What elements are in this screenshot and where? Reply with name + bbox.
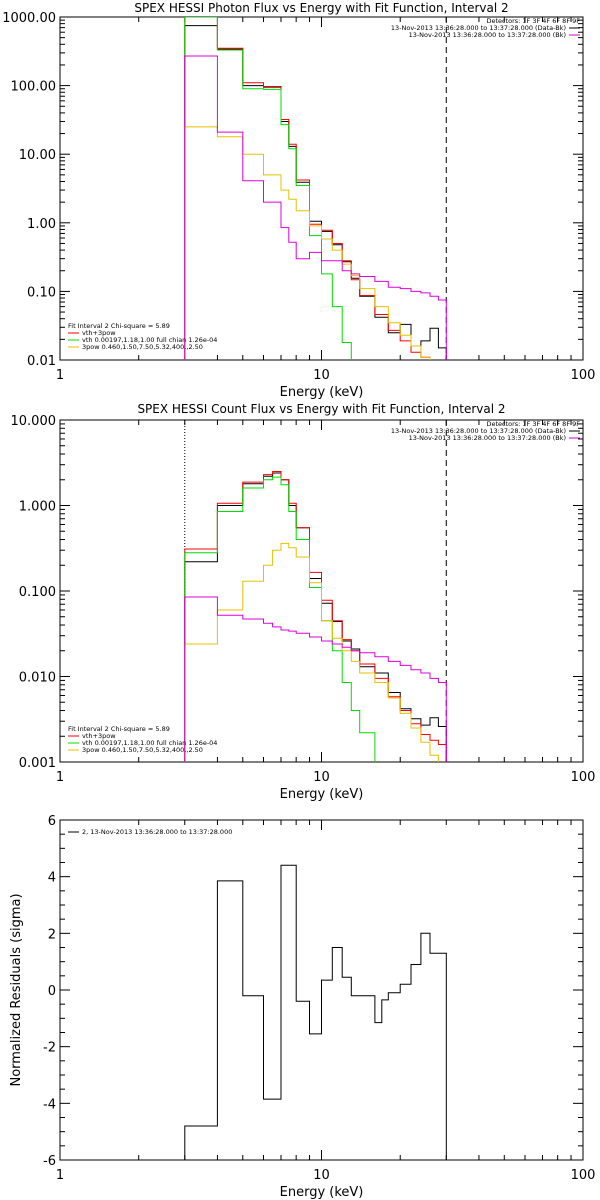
plot-frame — [59, 16, 584, 361]
series-line-yellow — [184, 126, 447, 360]
x-axis-label: Energy (keV) — [280, 385, 364, 400]
x-tick-label: 1 — [56, 368, 64, 383]
series-group — [184, 864, 447, 1160]
legend-entry: 13-Nov-2013 13:36:28.000 to 13:37:28.000… — [391, 427, 566, 435]
y-tick-label: 1.00 — [27, 217, 56, 232]
y-tick-label: 10.000 — [11, 414, 57, 429]
series-line-black — [184, 864, 447, 1160]
y-tick-label: 1.000 — [19, 500, 56, 515]
x-tick-label: 10 — [313, 368, 330, 383]
x-tick-label: 10 — [313, 770, 330, 785]
y-tick-label: 0.100 — [19, 585, 56, 600]
series-line-magenta — [184, 55, 447, 360]
y-tick-label: 6 — [48, 814, 56, 829]
y-tick-label: -6 — [43, 1154, 56, 1169]
chart-title: SPEX HESSI Photon Flux vs Energy with Fi… — [134, 1, 508, 15]
series-line-red — [184, 17, 447, 360]
y-tick-label: 0.010 — [19, 671, 56, 686]
x-tick-label: 100 — [571, 1168, 596, 1183]
x-axis-ticks — [59, 420, 572, 762]
y-tick-label: -4 — [43, 1097, 56, 1112]
y-axis-ticks — [60, 19, 583, 361]
y-tick-label: 2 — [48, 927, 56, 942]
legend-entry: 13-Nov-2013 13:36:28.000 to 13:37:28.000… — [391, 24, 566, 32]
x-tick-label: 10 — [313, 1168, 330, 1183]
y-tick-label: 100.00 — [11, 80, 57, 95]
y-axis-ticks — [60, 423, 583, 763]
chart-panel-2: SPEX HESSI Count Flux vs Energy with Fit… — [11, 402, 596, 802]
series-group — [184, 471, 447, 762]
legend-entry: 3pow 0.460,1.50,7.50,5.32,400.,2.50 — [82, 746, 203, 754]
series-line-magenta — [184, 596, 447, 762]
y-tick-label: 0.01 — [27, 354, 56, 369]
legend-header: Fit Interval 2 Chi-square = 5.89 — [68, 725, 170, 733]
y-axis-label: Normalized Residuals (sigma) — [9, 893, 24, 1086]
legend-left: Fit Interval 2 Chi-square = 5.89vth+3pow… — [68, 322, 217, 351]
chart-panel-3: 1 10 100 6 4 2 0 -2 -4 -6 Energy (keV) Normalized R… — [9, 814, 595, 1200]
x-tick-label: 1 — [56, 1168, 64, 1183]
legend-entry: vth 0.00197,1.18,1.00 full chian 1.26e-0… — [82, 336, 217, 344]
series-line-black — [184, 25, 447, 360]
y-tick-label: 0.001 — [19, 756, 56, 771]
y-tick-label: 1000.00 — [2, 11, 56, 26]
legend-left: Fit Interval 2 Chi-square = 5.89vth+3pow… — [68, 725, 217, 754]
y-tick-label: 0 — [48, 984, 56, 999]
y-tick-label: -2 — [43, 1041, 56, 1056]
series-line-black — [184, 472, 447, 762]
y-tick-label: 10.00 — [19, 148, 56, 163]
chart-panel-1: SPEX HESSI Photon Flux vs Energy with Fi… — [2, 1, 596, 400]
legend-entry: 13-Nov-2013 13:36:28.000 to 13:37:28.000… — [409, 434, 566, 442]
legend-right: Detectors: 1F 3F 4F 6F 8F 9F13-Nov-2013 … — [391, 17, 580, 39]
legend-entry: vth 0.00197,1.18,1.00 full chian 1.26e-0… — [82, 739, 217, 747]
legend-header: Fit Interval 2 Chi-square = 5.89 — [68, 322, 170, 330]
chart-title: SPEX HESSI Count Flux vs Energy with Fit… — [137, 402, 505, 416]
x-tick-label: 1 — [56, 770, 64, 785]
legend-right: Detectors: 1F 3F 4F 6F 8F 9F13-Nov-2013 … — [391, 420, 580, 442]
series-group — [184, 17, 447, 360]
x-axis-label: Energy (keV) — [280, 1185, 364, 1200]
x-axis-label: Energy (keV) — [280, 787, 364, 802]
legend-entry: 2, 13-Nov-2013 13:36:28.000 to 13:37:28.… — [82, 828, 232, 836]
legend-entry: 3pow 0.460,1.50,7.50,5.32,400.,2.50 — [82, 343, 203, 351]
legend-entry: vth+3pow — [82, 329, 116, 337]
series-line-red — [184, 471, 447, 762]
y-tick-label: 4 — [48, 871, 56, 886]
x-tick-label: 100 — [571, 368, 596, 383]
legend-header: Detectors: 1F 3F 4F 6F 8F 9F — [486, 420, 580, 428]
series-line-green — [184, 17, 447, 360]
x-tick-label: 100 — [571, 770, 596, 785]
legend-left: 2, 13-Nov-2013 13:36:28.000 to 13:37:28.… — [68, 828, 232, 836]
legend-entry: vth+3pow — [82, 732, 116, 740]
y-axis-ticks — [60, 819, 583, 1161]
x-axis-ticks — [59, 17, 572, 360]
y-tick-label: 0.10 — [27, 285, 56, 300]
legend-entry: 13-Nov-2013 13:36:28.000 to 13:37:28.000… — [409, 31, 566, 39]
series-line-yellow — [184, 542, 447, 762]
x-axis-ticks — [59, 820, 572, 1160]
legend-header: Detectors: 1F 3F 4F 6F 8F 9F — [486, 17, 580, 25]
